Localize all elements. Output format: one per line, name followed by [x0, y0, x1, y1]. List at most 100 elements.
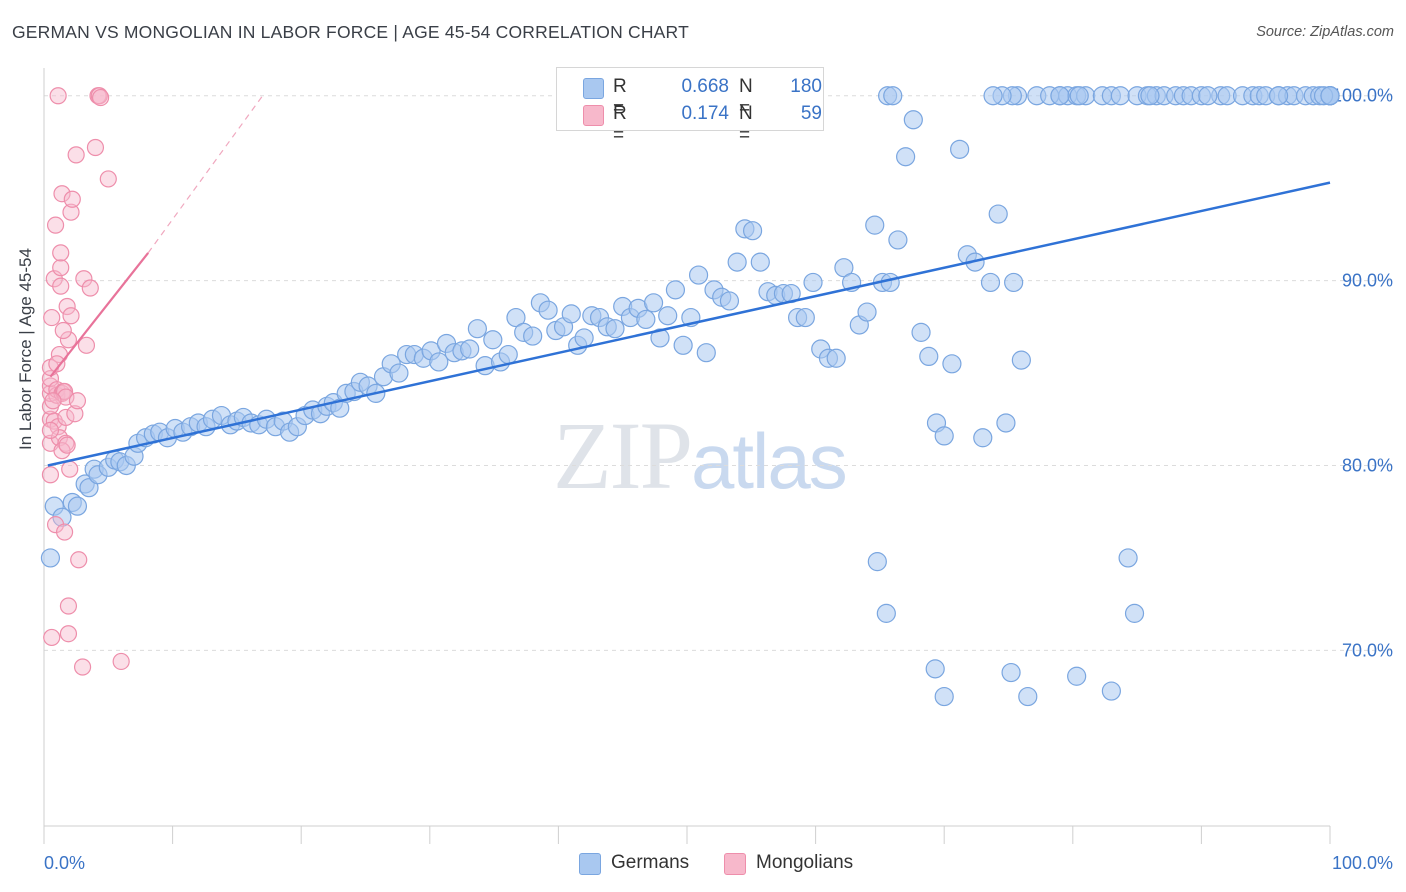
data-point-germans [727, 252, 747, 272]
data-point-germans [865, 215, 885, 235]
data-point-germans [389, 363, 409, 383]
y-axis-label: In Labor Force | Age 45-54 [16, 248, 35, 450]
data-point-germans [803, 272, 823, 293]
data-point-germans [880, 272, 900, 293]
data-point-germans [696, 343, 716, 363]
data-point-mongolians [81, 279, 99, 297]
data-point-mongolians [67, 146, 85, 164]
data-point-germans [498, 344, 518, 365]
data-point-germans [1101, 681, 1121, 701]
data-point-germans [883, 86, 903, 106]
data-point-germans [483, 330, 503, 350]
data-point-germans [896, 147, 916, 167]
data-point-germans [834, 258, 854, 278]
data-point-mongolians [53, 185, 71, 203]
legend-n-value: 59 [800, 103, 822, 124]
data-point-mongolians [62, 203, 80, 221]
data-point-germans [1320, 86, 1340, 106]
y-tick-label: 70.0% [1342, 640, 1393, 660]
bottom-legend-label-mongolians: Mongolians [756, 852, 854, 873]
data-point-mongolians [41, 466, 60, 484]
data-point-germans [1067, 666, 1087, 686]
trend-line-mongolians-extension [147, 95, 264, 254]
data-point-mongolians [46, 216, 65, 234]
data-point-mongolians [52, 277, 70, 295]
data-point-germans [826, 348, 846, 368]
data-point-mongolians [61, 460, 79, 478]
data-point-mongolians [73, 658, 92, 676]
data-point-mongolians [59, 597, 78, 615]
data-point-mongolians [55, 523, 74, 541]
data-point-germans [1110, 86, 1130, 106]
data-point-mongolians [58, 436, 76, 454]
data-point-germans [1018, 686, 1038, 707]
data-point-germans [988, 204, 1008, 224]
data-point-mongolians [44, 392, 62, 410]
chart-title: GERMAN VS MONGOLIAN IN LABOR FORCE | AGE… [12, 22, 689, 42]
trend-line-germans [47, 181, 1331, 467]
data-point-mongolians [55, 382, 74, 401]
data-point-germans [1001, 662, 1021, 683]
bottom-legend-label-germans: Germans [611, 852, 690, 873]
bottom-legend-swatch-germans [579, 853, 601, 875]
data-point-germans [1004, 272, 1024, 293]
data-point-germans [742, 221, 763, 241]
data-point-mongolians [91, 88, 110, 107]
data-point-germans [934, 426, 954, 446]
data-point-mongolians [112, 652, 130, 671]
bottom-legend-swatch-mongolians [724, 853, 746, 875]
data-point-germans [867, 552, 887, 572]
data-point-germans [876, 603, 896, 623]
data-point-germans [942, 354, 962, 374]
data-point-mongolians [75, 270, 93, 288]
data-point-germans [911, 322, 931, 342]
data-point-germans [650, 328, 670, 348]
data-point-germans [1124, 603, 1145, 623]
data-point-germans [1050, 86, 1070, 106]
data-point-mongolians [59, 625, 78, 643]
data-point-germans [888, 230, 908, 250]
data-point-germans [561, 304, 581, 324]
data-point-mongolians [62, 307, 80, 325]
data-point-germans [429, 352, 449, 372]
data-point-germans [1118, 548, 1138, 568]
data-point-mongolians [77, 336, 96, 354]
data-point-germans [795, 307, 815, 328]
data-point-mongolians [41, 421, 60, 439]
data-point-germans [460, 339, 480, 359]
watermark-zip: ZIP [553, 402, 693, 509]
data-point-germans [980, 272, 1001, 293]
y-tick-label: 80.0% [1342, 455, 1393, 475]
data-point-germans [1140, 86, 1160, 106]
data-point-germans [688, 265, 709, 285]
data-point-mongolians [52, 259, 70, 277]
data-point-germans [934, 686, 954, 707]
data-point-mongolians [86, 138, 105, 157]
data-point-mongolians [70, 551, 88, 569]
data-point-germans [574, 328, 594, 348]
data-point-mongolians [43, 628, 61, 647]
watermark-atlas: atlas [691, 417, 848, 505]
data-point-mongolians [58, 297, 76, 316]
data-point-germans [1198, 86, 1218, 106]
legend-n-label: N = [739, 76, 753, 119]
data-point-germans [40, 548, 61, 568]
y-tick-label: 90.0% [1342, 271, 1393, 291]
data-point-germans [673, 335, 693, 355]
data-point-germans [506, 307, 526, 328]
data-point-germans [750, 252, 770, 272]
data-point-mongolians [66, 405, 84, 423]
data-point-germans [643, 293, 664, 313]
trend-line-mongolians [49, 252, 150, 378]
data-point-germans [857, 302, 877, 322]
data-point-germans [467, 319, 487, 339]
data-point-germans [605, 319, 625, 339]
data-point-mongolians [99, 170, 117, 188]
data-point-mongolians [49, 87, 67, 105]
data-point-mongolians [54, 321, 72, 340]
data-point-germans [925, 659, 945, 679]
data-point-germans [973, 428, 993, 448]
legend-swatch-mongolians [583, 105, 604, 126]
data-point-germans [67, 496, 88, 516]
